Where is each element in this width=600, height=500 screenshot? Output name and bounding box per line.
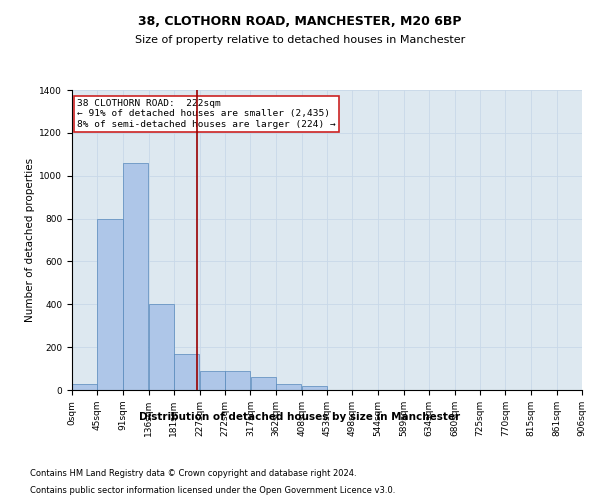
- Y-axis label: Number of detached properties: Number of detached properties: [25, 158, 35, 322]
- Bar: [72, 384, 97, 390]
- Text: 38 CLOTHORN ROAD:  222sqm
← 91% of detached houses are smaller (2,435)
8% of sem: 38 CLOTHORN ROAD: 222sqm ← 91% of detach…: [77, 99, 336, 129]
- Text: Contains HM Land Registry data © Crown copyright and database right 2024.: Contains HM Land Registry data © Crown c…: [30, 468, 356, 477]
- Text: 38, CLOTHORN ROAD, MANCHESTER, M20 6BP: 38, CLOTHORN ROAD, MANCHESTER, M20 6BP: [138, 15, 462, 28]
- Bar: [97, 218, 122, 390]
- Bar: [124, 163, 148, 390]
- Bar: [251, 377, 275, 390]
- Bar: [174, 354, 199, 390]
- Bar: [200, 370, 225, 390]
- Text: Distribution of detached houses by size in Manchester: Distribution of detached houses by size …: [139, 412, 461, 422]
- Bar: [276, 384, 301, 390]
- Bar: [302, 386, 327, 390]
- Text: Contains public sector information licensed under the Open Government Licence v3: Contains public sector information licen…: [30, 486, 395, 495]
- Text: Size of property relative to detached houses in Manchester: Size of property relative to detached ho…: [135, 35, 465, 45]
- Bar: [225, 370, 250, 390]
- Bar: [149, 304, 174, 390]
